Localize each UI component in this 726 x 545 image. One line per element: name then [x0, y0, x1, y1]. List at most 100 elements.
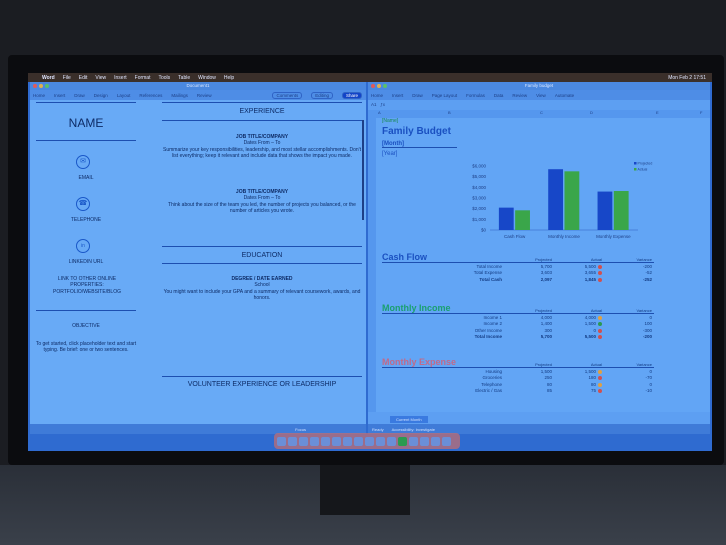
col-f[interactable]: F	[700, 110, 703, 115]
chrome-icon[interactable]	[409, 436, 418, 446]
table-row[interactable]: Telephone 80 80 0	[382, 381, 654, 388]
menu-view[interactable]: View	[95, 74, 107, 81]
month-cell[interactable]: [Month]	[382, 141, 457, 148]
tab-data[interactable]: Data	[493, 92, 504, 98]
word-icon[interactable]	[387, 436, 396, 446]
sheet-grid[interactable]: [Name] Family Budget [Month] [Year] $0 $1…	[368, 118, 710, 412]
tab-layout[interactable]: Layout	[116, 92, 131, 98]
column-header[interactable]: Variance	[636, 362, 653, 367]
cash-flow-table[interactable]: Projected Actual Variance Total Income 5,700…	[382, 254, 654, 283]
scrollbar[interactable]	[362, 120, 364, 220]
year-cell[interactable]: [Year]	[382, 151, 398, 157]
window-controls[interactable]	[371, 84, 387, 88]
launchpad-icon[interactable]	[288, 436, 297, 446]
tab-mailings[interactable]: Mailings	[171, 92, 188, 98]
tab-automate[interactable]: Automate	[554, 92, 575, 98]
menu-format[interactable]: Format	[134, 74, 151, 81]
col-e[interactable]: E	[656, 110, 659, 115]
expense-table[interactable]: Projected Actual Variance Housing 1,500 1,500…	[382, 359, 654, 394]
mail-icon[interactable]	[310, 436, 319, 446]
tab-draw[interactable]: Draw	[412, 92, 423, 98]
table-row[interactable]: Income 2 1,400 1,500 100	[382, 321, 654, 328]
tab-home[interactable]: Home	[33, 92, 46, 98]
name-cell[interactable]: [Name]	[382, 118, 399, 124]
column-header[interactable]: Projected	[535, 362, 552, 367]
document-page[interactable]: NAME ✉ EMAIL ☎ TELEPHONE in LINKEDIN URL…	[30, 100, 366, 424]
appstore-icon[interactable]	[365, 436, 374, 446]
col-b[interactable]: B	[448, 110, 451, 115]
column-header[interactable]: Projected	[535, 257, 552, 262]
bar-projected[interactable]	[548, 169, 564, 230]
table-row[interactable]: Income 1 4,000 4,000 0	[382, 314, 654, 321]
music-icon[interactable]	[354, 436, 363, 446]
table-row[interactable]: Groceries 250 180 -70	[382, 375, 654, 382]
finder-icon[interactable]	[277, 436, 286, 446]
bar-projected[interactable]	[597, 191, 613, 230]
menu-file[interactable]: File	[62, 74, 71, 81]
tab-review[interactable]: Review	[512, 92, 528, 98]
clock[interactable]: Mon Feb 2 17:51	[668, 74, 706, 81]
tab-references[interactable]: References	[139, 92, 163, 98]
tab-view[interactable]: View	[536, 92, 546, 98]
tab-home[interactable]: Home	[371, 92, 384, 98]
tab-draw[interactable]: Draw	[74, 92, 85, 98]
bar-projected[interactable]	[498, 207, 514, 230]
menu-insert[interactable]: Insert	[114, 74, 127, 81]
editing-button[interactable]: Editing	[311, 91, 333, 99]
income-table[interactable]: Projected Actual Variance Income 1 4,000 4,00…	[382, 305, 654, 340]
tab-formulas[interactable]: Formulas	[466, 92, 485, 98]
tab-review[interactable]: Review	[196, 92, 212, 98]
table-row[interactable]: Total Cash 2,097 1,845 -252	[382, 276, 654, 283]
column-header[interactable]: Variance	[636, 257, 653, 262]
share-button[interactable]: Share	[341, 91, 362, 99]
word-status-bar: Focus	[30, 424, 366, 434]
col-a[interactable]: A	[378, 110, 381, 115]
formula-bar[interactable]: A1 ƒx	[368, 100, 710, 110]
tab-page-layout[interactable]: Page Layout	[431, 92, 458, 98]
table-row[interactable]: Total Expense 3,603 3,655 -52	[382, 270, 654, 277]
bar-actual[interactable]	[613, 191, 629, 230]
menu-app[interactable]: Word	[42, 74, 55, 81]
window-controls[interactable]	[33, 84, 49, 88]
column-header[interactable]: Actual	[590, 308, 602, 313]
table-row[interactable]: Other Income 300 0 -300	[382, 327, 654, 334]
menu-help[interactable]: Help	[223, 74, 235, 81]
column-header[interactable]: Actual	[590, 257, 602, 262]
bar-actual[interactable]	[564, 171, 580, 230]
table-row[interactable]: Housing 1,500 1,500 0	[382, 368, 654, 375]
tab-design[interactable]: Design	[93, 92, 108, 98]
tab-insert[interactable]: Insert	[392, 92, 404, 98]
col-c[interactable]: C	[540, 110, 543, 115]
app-icon[interactable]	[420, 436, 429, 446]
column-header[interactable]: Projected	[535, 308, 552, 313]
table-row[interactable]: Electric / Gas 85 75 -10	[382, 388, 654, 395]
x-tick-label: Cash Flow	[504, 234, 526, 239]
column-header[interactable]: Actual	[590, 362, 602, 367]
budget-title[interactable]: Family Budget	[382, 126, 451, 137]
focus-button[interactable]: Focus	[295, 426, 306, 432]
table-row[interactable]: Total Income 5,700 5,500 -200	[382, 334, 654, 341]
name-box[interactable]: A1	[371, 102, 377, 107]
excel-icon[interactable]	[398, 436, 407, 446]
comments-button[interactable]: Comments	[272, 91, 303, 99]
menu-table[interactable]: Table	[178, 74, 191, 81]
menu-edit[interactable]: Edit	[78, 74, 88, 81]
table-row[interactable]: Total Income 5,700 5,500 -200	[382, 263, 654, 270]
menu-window[interactable]: Window	[198, 74, 216, 81]
notes-icon[interactable]	[343, 436, 352, 446]
app-icon[interactable]	[431, 436, 440, 446]
col-d[interactable]: D	[590, 110, 593, 115]
tab-insert[interactable]: Insert	[54, 92, 66, 98]
settings-icon[interactable]	[376, 436, 385, 446]
sheet-tab-current-month[interactable]: Current Month	[390, 416, 428, 423]
safari-icon[interactable]	[299, 436, 308, 446]
trash-icon[interactable]	[442, 436, 451, 446]
bar-actual[interactable]	[515, 210, 530, 230]
cell: 300	[544, 327, 552, 333]
accessibility-status[interactable]: Accessibility: Investigate	[391, 426, 435, 432]
column-header[interactable]: Variance	[636, 308, 653, 313]
calendar-icon[interactable]	[332, 436, 341, 446]
photos-icon[interactable]	[321, 436, 330, 446]
budget-chart[interactable]: $0 $1,000 $2,000 $3,000 $4,000 $5,000 $6,000 Ca…	[458, 158, 668, 248]
menu-tools[interactable]: Tools	[158, 74, 171, 81]
